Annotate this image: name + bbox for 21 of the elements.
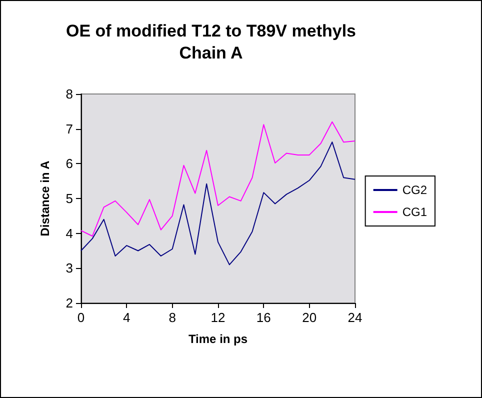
y-tick-label: 5	[66, 191, 73, 206]
y-axis-title: Distance in A	[38, 160, 52, 236]
x-tick-label: 20	[302, 310, 317, 325]
y-tick-label: 8	[66, 86, 73, 102]
y-tick-label: 4	[66, 226, 73, 241]
x-tick-label: 16	[256, 310, 271, 325]
y-tick-label: 3	[66, 260, 73, 276]
chart-title: OE of modified T12 to T89V methyls Chain A	[66, 22, 356, 62]
line-series	[80, 142, 356, 266]
x-tick-label: 0	[77, 310, 85, 325]
x-tick-label: 24	[348, 310, 362, 325]
y-tick-label: 6	[66, 156, 73, 172]
x-axis-title: Time in ps	[188, 332, 248, 346]
legend-label: CG1	[402, 205, 428, 219]
y-tick-label: 7	[66, 121, 73, 136]
x-tick-label: 8	[168, 310, 176, 325]
line-series	[80, 121, 356, 237]
x-tick-label: 12	[210, 310, 226, 325]
legend-label: CG2	[402, 183, 428, 197]
x-tick-label: 4	[123, 310, 130, 325]
y-tick-label: 2	[66, 296, 73, 310]
